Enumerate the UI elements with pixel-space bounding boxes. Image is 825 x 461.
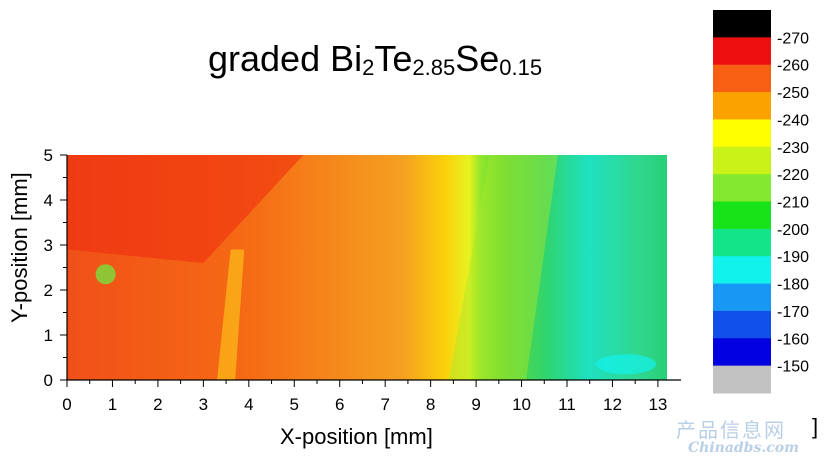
y-axis-label: Y-position [mm] bbox=[7, 172, 32, 323]
colorbar-swatch bbox=[713, 256, 771, 285]
colorbar-swatch bbox=[713, 228, 771, 257]
x-tick-label: 4 bbox=[244, 395, 253, 414]
y-tick-label: 1 bbox=[44, 326, 53, 345]
colorbar-label: -200 bbox=[777, 222, 809, 239]
x-tick-label: 13 bbox=[648, 395, 667, 414]
chart-title: graded Bi2Te2.85Se0.15 bbox=[208, 38, 542, 80]
colorbar-label: -260 bbox=[777, 58, 809, 75]
colorbar-swatch bbox=[713, 283, 771, 312]
y-tick-label: 3 bbox=[44, 236, 53, 255]
colorbar-swatch bbox=[713, 64, 771, 93]
heatmap-spot bbox=[95, 264, 116, 285]
colorbar-label: -220 bbox=[777, 167, 809, 184]
colorbar-swatch bbox=[713, 92, 771, 120]
x-tick-label: 9 bbox=[471, 395, 480, 414]
title-sub: 2.85 bbox=[412, 55, 456, 80]
x-tick-label: 10 bbox=[512, 395, 531, 414]
title-part: graded Bi bbox=[208, 38, 363, 79]
x-axis-label: X-position [mm] bbox=[280, 424, 433, 449]
bracket-glyph: ] bbox=[812, 414, 819, 439]
colorbar-swatch bbox=[713, 146, 771, 175]
x-tick-label: 12 bbox=[603, 395, 622, 414]
x-tick-label: 1 bbox=[108, 395, 117, 414]
colorbar-label: -180 bbox=[777, 277, 809, 294]
x-tick-label: 2 bbox=[153, 395, 162, 414]
y-tick-label: 4 bbox=[44, 191, 53, 210]
title-part: Se bbox=[455, 38, 500, 79]
colorbar-label: -270 bbox=[777, 30, 809, 47]
x-tick-label: 11 bbox=[558, 395, 576, 414]
watermark-text: 产品信息网 bbox=[676, 418, 786, 442]
colorbar-label: -250 bbox=[777, 85, 809, 102]
heatmap-band bbox=[448, 155, 558, 380]
x-tick-label: 0 bbox=[62, 395, 71, 414]
heatmap-region-cyan bbox=[596, 354, 657, 375]
colorbar-swatch bbox=[713, 365, 771, 394]
colorbar-label: -170 bbox=[777, 304, 809, 321]
watermark-url: Chinadbs.com bbox=[688, 440, 799, 456]
x-tick-label: 8 bbox=[426, 395, 435, 414]
colorbar-label: -240 bbox=[777, 112, 809, 129]
x-tick-label: 5 bbox=[290, 395, 299, 414]
x-tick-label: 3 bbox=[199, 395, 208, 414]
colorbar-label: -190 bbox=[777, 249, 809, 266]
title-part: Te bbox=[374, 38, 413, 79]
colorbar-swatch bbox=[713, 201, 771, 230]
heatmap-streak bbox=[217, 249, 245, 380]
colorbar-label: -230 bbox=[777, 140, 809, 157]
y-tick-label: 2 bbox=[44, 281, 53, 300]
colorbar-label: -160 bbox=[777, 331, 809, 348]
colorbar-label: -210 bbox=[777, 195, 809, 212]
colorbar-swatch bbox=[713, 37, 771, 66]
y-tick-label: 0 bbox=[44, 371, 53, 390]
colorbar-swatch bbox=[713, 119, 771, 148]
heatmap-region-red bbox=[67, 155, 304, 263]
y-tick-label: 5 bbox=[44, 146, 53, 165]
colorbar-swatch bbox=[713, 338, 771, 367]
colorbar-swatch bbox=[713, 10, 771, 38]
x-tick-label: 7 bbox=[380, 395, 389, 414]
colorbar-label: -150 bbox=[777, 359, 809, 376]
colorbar-swatch bbox=[713, 310, 771, 339]
title-sub: 0.15 bbox=[499, 55, 543, 80]
colorbar-swatch bbox=[713, 174, 771, 202]
title-sub: 2 bbox=[362, 55, 375, 80]
x-tick-label: 6 bbox=[335, 395, 344, 414]
